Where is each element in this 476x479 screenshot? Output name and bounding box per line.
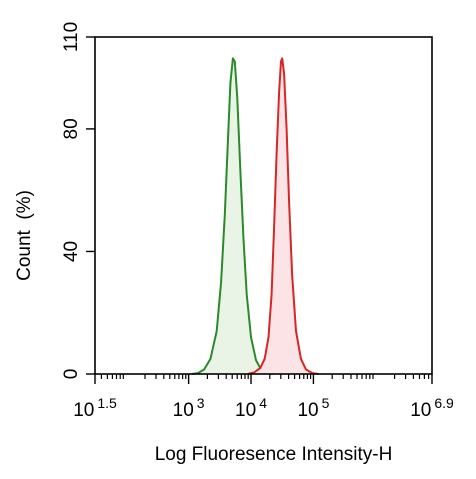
series-layer — [191, 57, 319, 375]
x-axis: 10 1.5 10 3 10 4 10 5 10 6.9 — [73, 374, 454, 421]
plot-frame — [94, 36, 433, 375]
y-tick-label: 110 — [61, 22, 82, 52]
series-1-fill — [191, 58, 273, 375]
y-tick-label: 40 — [61, 241, 82, 262]
x-tick-label: 10 1.5 — [73, 395, 117, 421]
y-axis: 0 40 80 110 — [61, 22, 95, 379]
x-tick-label: 10 3 — [173, 395, 205, 421]
series-2-line — [247, 57, 319, 375]
y-tick-label: 80 — [61, 118, 82, 139]
x-axis-title: Log Fluoresence Intensity-H — [155, 444, 393, 465]
x-tick-label: 10 5 — [297, 395, 329, 421]
series-2-fill — [247, 58, 319, 375]
series-1-line — [191, 57, 274, 375]
x-tick-label: 10 6.9 — [410, 395, 454, 421]
y-tick-label: 0 — [61, 369, 82, 380]
x-tick-label: 10 4 — [235, 395, 267, 421]
y-axis-title: Count (%) — [14, 190, 35, 281]
